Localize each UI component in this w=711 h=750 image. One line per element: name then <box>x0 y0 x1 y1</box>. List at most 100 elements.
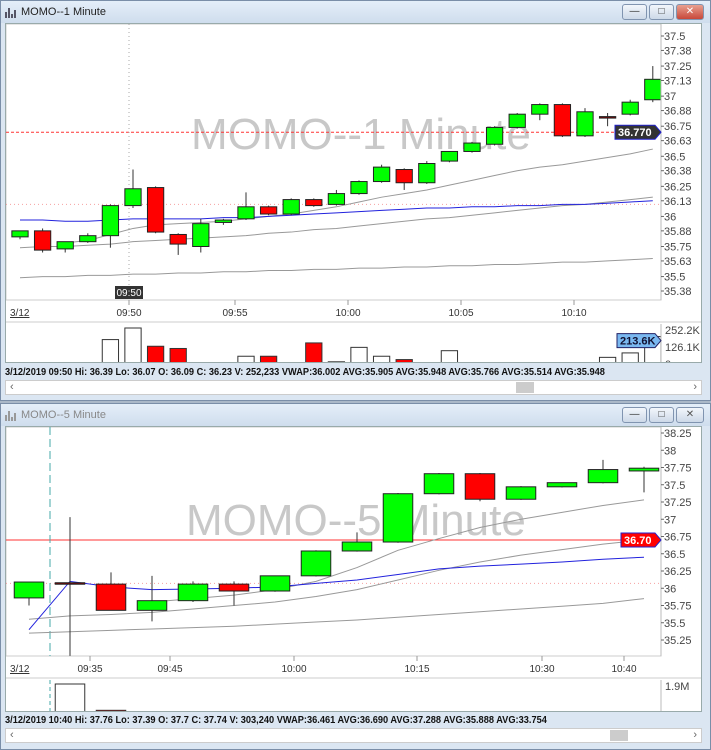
volume-tick-label: 126.1K <box>665 342 701 354</box>
vwap-line <box>28 556 645 630</box>
price-tick-label: 35.5 <box>664 272 685 284</box>
time-label: 09:35 <box>77 664 102 675</box>
time-label: 10:05 <box>448 308 473 319</box>
horizontal-scrollbar[interactable]: ‹ › <box>5 380 702 395</box>
volume-tick-label: 0 <box>665 359 671 362</box>
candle <box>136 600 168 611</box>
price-tick-label: 38.25 <box>664 428 692 440</box>
moving-average-line <box>19 196 653 249</box>
volume-tick-label: 252.2K <box>665 325 701 337</box>
price-tick-label: 38 <box>664 445 676 457</box>
price-tick-label: 37.13 <box>664 76 692 88</box>
candle <box>464 473 496 500</box>
scroll-right-arrow-icon[interactable]: › <box>693 729 697 741</box>
candle <box>79 235 97 243</box>
horizontal-scrollbar[interactable]: ‹ › <box>5 728 702 743</box>
volume-bar <box>621 352 639 385</box>
time-label: 09:45 <box>157 664 182 675</box>
price-tick-label: 36.88 <box>664 106 692 118</box>
candle <box>146 187 165 233</box>
candle <box>350 181 368 195</box>
candle <box>259 206 278 215</box>
price-tick-label: 35.75 <box>664 241 692 253</box>
minimize-button[interactable]: — <box>622 407 647 423</box>
scroll-right-arrow-icon[interactable]: › <box>693 381 697 393</box>
candle <box>587 469 619 484</box>
candle <box>95 583 127 611</box>
candle <box>192 223 210 247</box>
price-tick-label: 35.75 <box>664 601 692 613</box>
watermark: MOMO--5 Minute <box>186 496 526 545</box>
vwap-line <box>20 200 653 222</box>
plot-area <box>5 426 662 657</box>
candle <box>598 116 617 119</box>
price-tick-label: 37.25 <box>664 497 692 509</box>
price-pane[interactable]: MOMO--5 Minute 38.25 38 37.75 37.5 37.25 37 36.… <box>5 426 702 734</box>
time-label: 09:50 <box>116 308 141 319</box>
time-label: 10:00 <box>335 308 360 319</box>
moving-average-line <box>19 258 653 279</box>
maximize-button[interactable]: □ <box>649 407 674 423</box>
price-chart[interactable]: MOMO--1 Minute37.537.3837.2537.133736.88… <box>5 23 701 385</box>
time-label: 10:10 <box>561 308 586 319</box>
volume-bar <box>305 342 323 385</box>
time-label: 10:40 <box>611 664 636 675</box>
price-tick-label: 36.25 <box>664 181 692 193</box>
candle <box>644 78 662 101</box>
time-label: 10:00 <box>281 664 306 675</box>
volume-bar <box>124 327 142 385</box>
candle <box>282 199 300 215</box>
chart-icon <box>5 7 17 18</box>
candle <box>576 111 594 137</box>
candle <box>218 583 250 592</box>
candle <box>485 126 504 145</box>
scroll-thumb[interactable] <box>610 730 628 741</box>
price-tick-label: 36 <box>664 211 676 223</box>
last-price-label: 36.70 <box>624 535 652 547</box>
ohlc-status-line: 3/12/2019 09:50 Hi: 36.39 Lo: 36.07 O: 3… <box>5 366 605 378</box>
volume-bar <box>169 347 187 385</box>
close-button[interactable]: ✕ <box>676 4 704 20</box>
candle <box>237 206 255 220</box>
maximize-button[interactable]: □ <box>649 4 674 20</box>
minimize-button[interactable]: — <box>622 4 647 20</box>
price-tick-label: 37.38 <box>664 45 692 57</box>
moving-average-line <box>28 598 645 634</box>
price-tick-label: 36.75 <box>664 532 692 544</box>
volume-bar <box>350 346 368 385</box>
price-tick-label: 36.25 <box>664 566 692 578</box>
price-tick-label: 36.13 <box>664 196 692 208</box>
candle <box>531 104 549 115</box>
candle <box>341 541 373 552</box>
crosshair-time-label: 09:50 <box>116 288 141 299</box>
price-tick-label: 36.5 <box>664 549 685 561</box>
candle <box>621 101 639 115</box>
scroll-thumb[interactable] <box>516 382 534 393</box>
last-price-tag <box>614 124 662 140</box>
volume-bar <box>372 355 391 385</box>
scroll-left-arrow-icon[interactable]: ‹ <box>10 381 14 393</box>
scroll-left-arrow-icon[interactable]: ‹ <box>10 729 14 741</box>
chart-window-5min: MOMO--5 Minute — □ ✕ MOMO--5 Minute 38.25… <box>0 403 711 750</box>
candle <box>54 582 86 585</box>
price-tick-label: 37.5 <box>664 31 685 43</box>
window-title: MOMO--5 Minute <box>21 409 106 421</box>
price-tick-label: 36.5 <box>664 151 685 163</box>
candle <box>546 482 578 488</box>
price-chart[interactable]: MOMO--5 Minute 38.25 38 37.75 37.5 37.25 37 36.… <box>5 426 701 734</box>
price-tick-label: 35.5 <box>664 618 685 630</box>
price-tick-label: 37.75 <box>664 463 692 475</box>
window-title: MOMO--1 Minute <box>21 6 106 18</box>
title-bar: MOMO--1 Minute — □ ✕ <box>1 1 710 23</box>
price-tick-label: 35.63 <box>664 256 692 268</box>
price-tick-label: 36.63 <box>664 136 692 148</box>
candle <box>508 113 526 128</box>
close-button[interactable]: ✕ <box>676 407 704 423</box>
price-tick-label: 37 <box>664 514 676 526</box>
candle <box>628 467 660 472</box>
candle <box>101 205 120 237</box>
chart-window-1min: MOMO--1 Minute — □ ✕ MOMO--1 Minute 37.5 3… <box>0 0 711 401</box>
price-pane[interactable]: MOMO--1 Minute 37.5 37.38 37.25 37.13 37 36.88… <box>5 23 702 385</box>
volume-bar <box>395 359 413 385</box>
volume-bar <box>440 350 459 385</box>
